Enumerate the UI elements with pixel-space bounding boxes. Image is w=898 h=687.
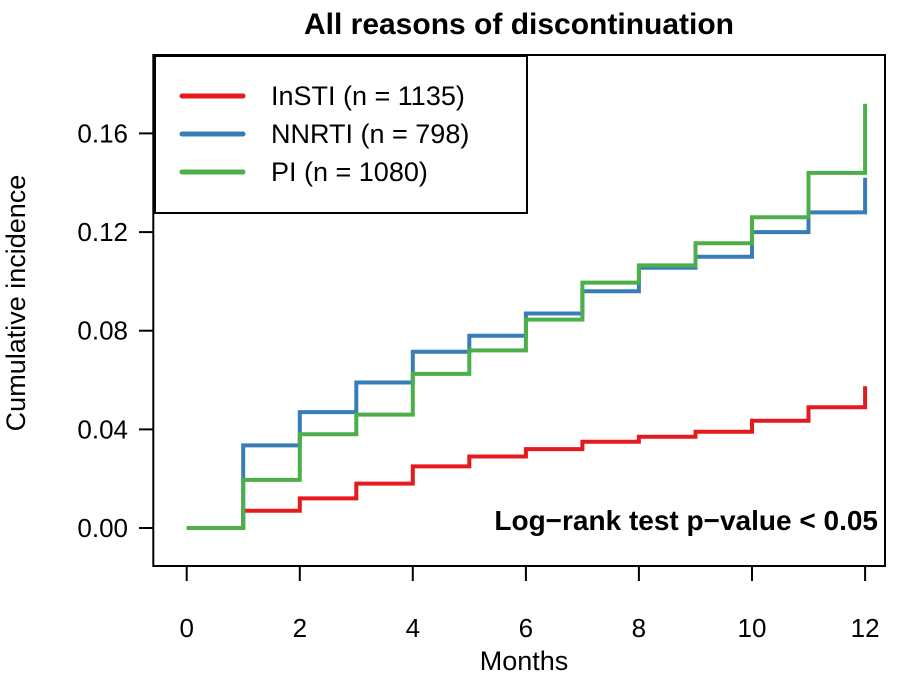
y-tick-label: 0.08 [77, 316, 128, 346]
x-tick-label: 4 [406, 613, 420, 643]
x-tick-label: 12 [851, 613, 880, 643]
y-tick-label: 0.12 [77, 217, 128, 247]
x-axis-label: Months [480, 646, 569, 676]
y-tick-label: 0.00 [77, 513, 128, 543]
legend-label-insti: InSTI (n = 1135) [271, 81, 465, 111]
legend-label-nnrti: NNRTI (n = 798) [271, 119, 469, 149]
x-tick-label: 6 [519, 613, 533, 643]
x-tick-label: 10 [738, 613, 767, 643]
series-curve-nnrti [186, 177, 868, 530]
axes: 0.00 0.04 0.08 0.12 0.16 0 2 4 6 8 10 12 [77, 118, 879, 643]
y-axis-label: Cumulative incidence [1, 175, 31, 432]
x-tick-label: 0 [179, 613, 193, 643]
x-tick-label: 8 [632, 613, 646, 643]
series-curve-insti [186, 386, 868, 530]
pvalue-annotation: Log−rank test p−value < 0.05 [494, 505, 878, 536]
y-tick-label: 0.04 [77, 414, 128, 444]
chart-title: All reasons of discontinuation [304, 8, 734, 41]
legend-label-pi: PI (n = 1080) [271, 157, 428, 187]
legend: InSTI (n = 1135) NNRTI (n = 798) PI (n =… [154, 55, 528, 214]
y-tick-label: 0.16 [77, 118, 128, 148]
series-curve-pi [186, 103, 868, 530]
step-curves [186, 103, 868, 530]
x-tick-label: 2 [293, 613, 307, 643]
